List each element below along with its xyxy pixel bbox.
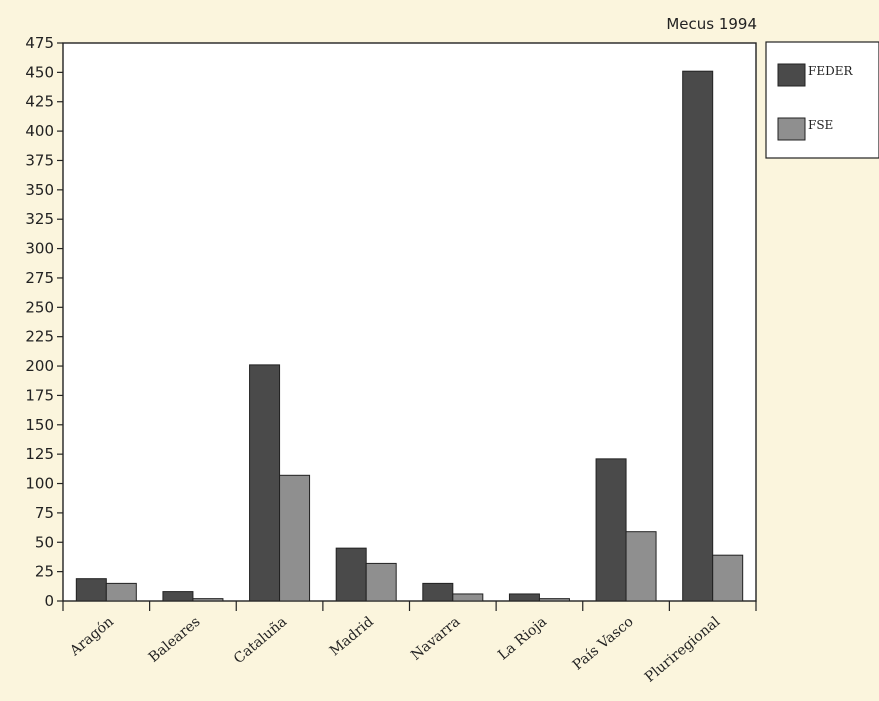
x-category-label: País Vasco xyxy=(570,614,637,674)
bars-group xyxy=(75,70,744,602)
y-tick-label: 325 xyxy=(25,210,54,228)
x-category-label: La Rioja xyxy=(495,614,550,664)
y-tick-label: 25 xyxy=(35,563,54,581)
bar-feder-5 xyxy=(508,593,540,602)
bar-fse-0 xyxy=(105,582,137,602)
plot-area xyxy=(62,42,757,602)
y-tick-label: 300 xyxy=(25,240,54,258)
y-tick-label: 175 xyxy=(25,386,54,404)
y-tick-label: 425 xyxy=(25,93,54,111)
bar-fse-7 xyxy=(712,554,744,602)
bar-fse-2 xyxy=(279,474,311,602)
y-tick-label: 150 xyxy=(25,416,54,434)
x-category-label: Madrid xyxy=(327,614,377,660)
y-tick-label: 350 xyxy=(25,181,54,199)
legend-swatch-feder xyxy=(777,63,806,87)
y-tick-label: 0 xyxy=(44,592,54,610)
legend-swatch-fse xyxy=(777,117,806,141)
y-tick-label: 450 xyxy=(25,63,54,81)
y-tick-label: 75 xyxy=(35,504,54,522)
y-tick-label: 400 xyxy=(25,122,54,140)
bar-fse-6 xyxy=(625,531,657,602)
y-tick-label: 200 xyxy=(25,357,54,375)
y-tick-label: 225 xyxy=(25,328,54,346)
bar-feder-3 xyxy=(335,547,367,602)
bar-fse-4 xyxy=(452,593,484,602)
x-category-label: Aragón xyxy=(66,614,117,660)
chart-title: Mecus 1994 xyxy=(666,15,757,33)
x-category-label: Navarra xyxy=(408,614,463,664)
bar-feder-6 xyxy=(595,458,627,602)
legend: FEDER FSE xyxy=(765,41,879,159)
bar-fse-3 xyxy=(365,562,397,602)
legend-label-fse: FSE xyxy=(808,118,833,132)
x-category-label: Cataluña xyxy=(231,614,290,667)
bar-feder-0 xyxy=(75,578,107,602)
y-tick-label: 50 xyxy=(35,533,54,551)
y-tick-label: 375 xyxy=(25,151,54,169)
y-tick-label: 100 xyxy=(25,475,54,493)
bar-fse-5 xyxy=(538,598,570,602)
bar-feder-1 xyxy=(162,591,194,602)
bar-fse-1 xyxy=(192,598,224,602)
x-category-label: Pluriregional xyxy=(642,613,724,685)
bar-feder-7 xyxy=(682,70,714,602)
y-tick-label: 475 xyxy=(25,34,54,52)
y-tick-label: 250 xyxy=(25,298,54,316)
bar-feder-2 xyxy=(249,364,281,602)
legend-label-feder: FEDER xyxy=(808,64,853,78)
x-category-label: Baleares xyxy=(146,614,204,666)
legend-box xyxy=(765,41,879,159)
bar-feder-4 xyxy=(422,582,454,602)
y-tick-label: 125 xyxy=(25,445,54,463)
y-tick-label: 275 xyxy=(25,269,54,287)
